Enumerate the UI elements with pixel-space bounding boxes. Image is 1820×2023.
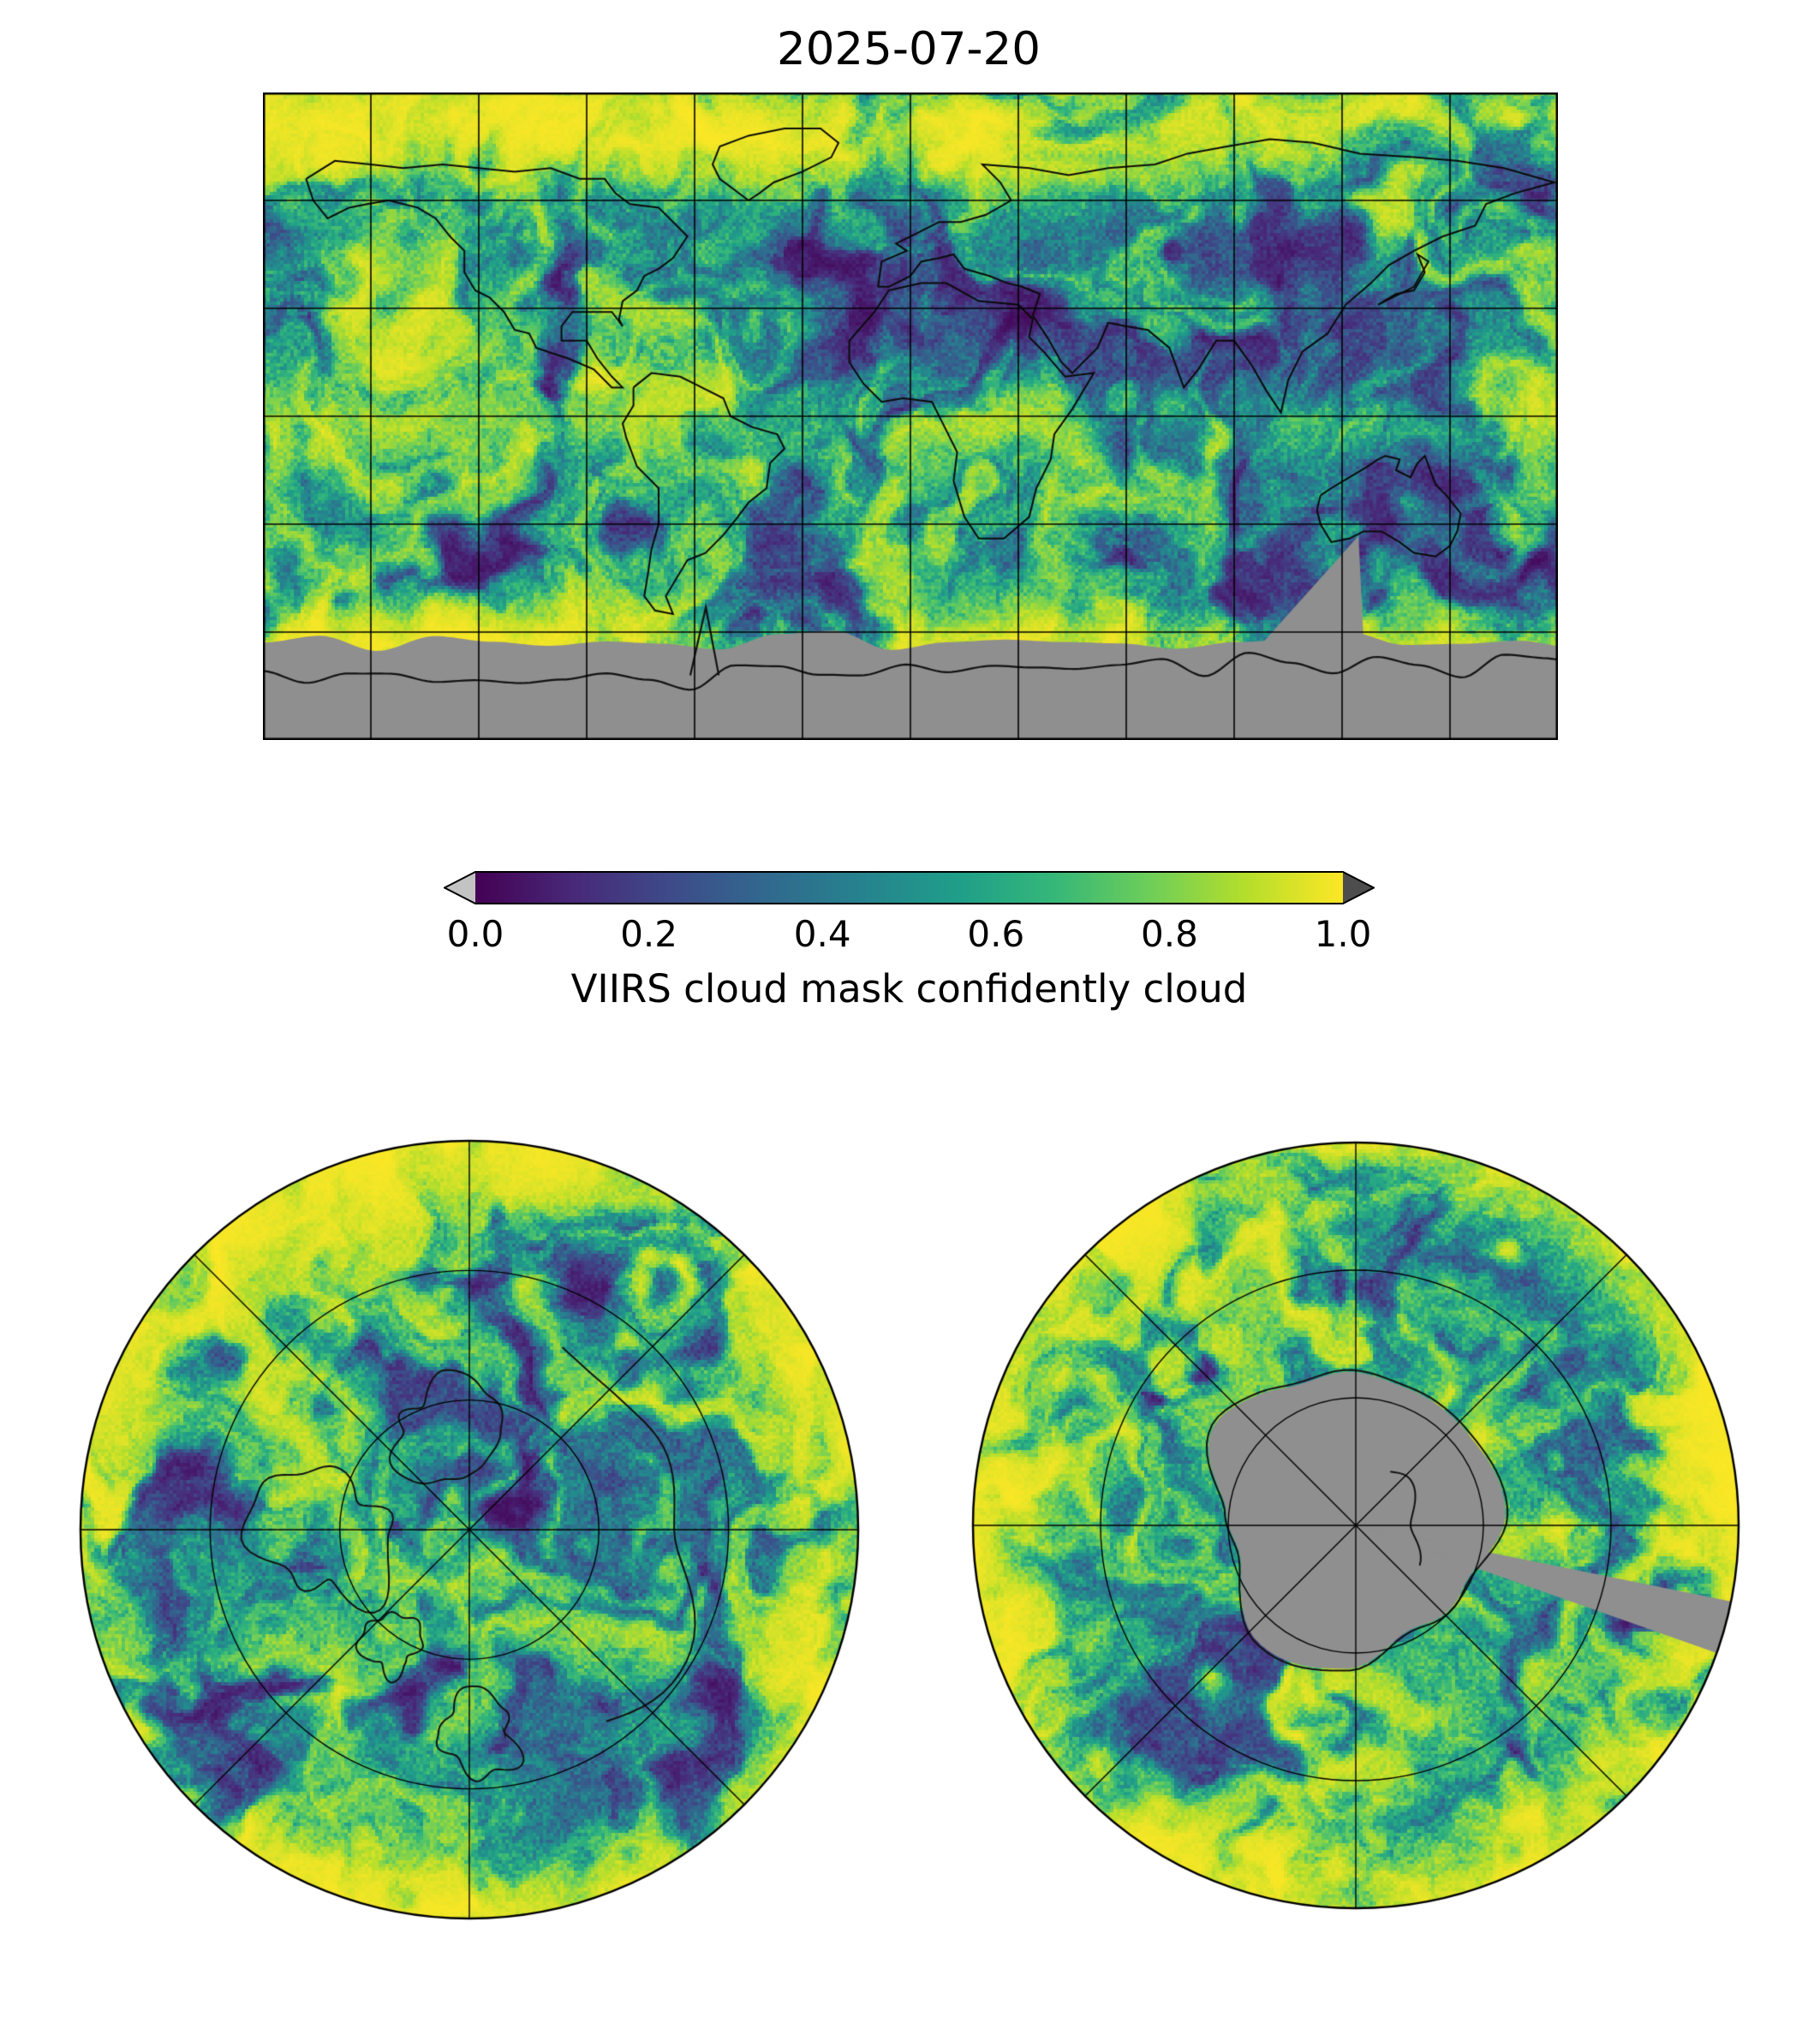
- figure-title: 2025-07-20: [776, 23, 1041, 75]
- colorbar-tick: 0.8: [1140, 913, 1198, 955]
- colorbar-tick: 1.0: [1314, 913, 1372, 955]
- colorbar-outline: [444, 871, 1375, 904]
- global-map: [263, 92, 1558, 740]
- south-polar-map: [970, 1139, 1742, 1912]
- colorbar-tick: 0.2: [620, 913, 677, 955]
- colorbar-tick: 0.4: [793, 913, 851, 955]
- colorbar-over-arrow: [1343, 872, 1374, 904]
- north-polar-map: [77, 1137, 862, 1922]
- colorbar-gradient: [475, 872, 1343, 904]
- colorbar-tick: 0.6: [967, 913, 1025, 955]
- colorbar-under-arrow: [445, 872, 475, 904]
- colorbar-label: VIIRS cloud mask confidently cloud: [570, 966, 1248, 1012]
- colorbar-ticks: 0.0 0.2 0.4 0.6 0.8 1.0: [0, 913, 1820, 964]
- colorbar-tick: 0.0: [446, 913, 504, 955]
- colorbar: [444, 871, 1375, 904]
